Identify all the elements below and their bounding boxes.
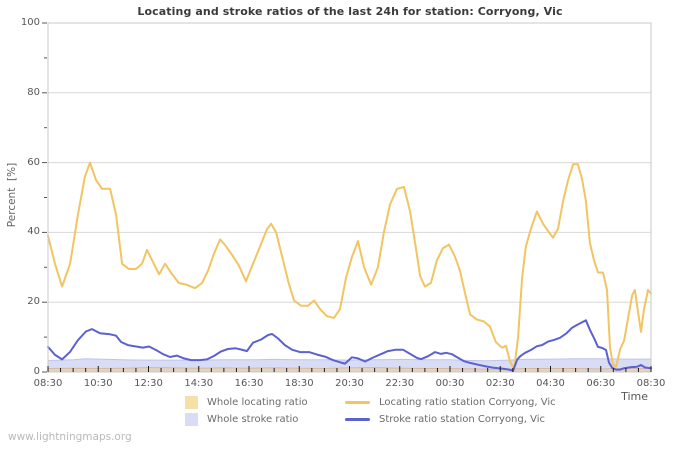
y-tick-label: 100 (20, 17, 40, 28)
y-tick-label: 60 (27, 156, 40, 168)
y-tick-label: 0 (33, 366, 40, 377)
x-tick-label: 12:30 (134, 378, 163, 389)
legend-label: Stroke ratio station Corryong, Vic (379, 413, 545, 425)
legend-item: Stroke ratio station Corryong, Vic (345, 414, 545, 425)
legend: Whole locating ratio Locating ratio stati… (185, 394, 556, 428)
x-tick-label: 16:30 (234, 378, 264, 389)
x-tick-label: 22:30 (385, 378, 415, 389)
watermark: www.lightningmaps.org (8, 431, 132, 443)
line-locating-ratio-station-corryong-vic (47, 161, 652, 371)
plot-border (47, 22, 652, 373)
legend-label: Whole locating ratio (207, 396, 308, 408)
chart-title: Locating and stroke ratios of the last 2… (137, 5, 563, 18)
x-tick-label: 02:30 (485, 378, 515, 389)
y-tick-label: 80 (27, 86, 40, 98)
legend-row: Whole stroke ratio Stroke ratio station C… (185, 411, 556, 427)
x-tick-label: 18:30 (284, 378, 314, 389)
legend-label: Locating ratio station Corryong, Vic (379, 396, 556, 408)
x-tick-label: 08:30 (33, 378, 63, 389)
x-tick-label: 06:30 (586, 378, 616, 389)
x-tick-label: 20:30 (335, 378, 364, 389)
x-tick-label: 04:30 (536, 378, 565, 389)
x-axis-label: Time (621, 390, 648, 403)
legend-line-swatch (345, 400, 370, 404)
legend-line-swatch (345, 417, 370, 421)
x-tick-label: 08:30 (636, 378, 666, 389)
x-tick-label: 14:30 (184, 378, 214, 389)
legend-item: Whole stroke ratio (185, 412, 345, 426)
legend-label: Whole stroke ratio (207, 413, 299, 425)
x-tick-label: 10:30 (83, 378, 113, 389)
legend-area-swatch (185, 412, 198, 426)
y-tick-label: 40 (27, 226, 40, 238)
y-tick-label: 20 (27, 296, 40, 308)
legend-item: Whole locating ratio (185, 395, 345, 409)
x-tick-label: 00:30 (435, 378, 465, 389)
line-stroke-ratio-station-corryong-vic (47, 319, 652, 372)
legend-item: Locating ratio station Corryong, Vic (345, 397, 556, 408)
legend-area-swatch (185, 395, 198, 409)
legend-row: Whole locating ratio Locating ratio stati… (185, 394, 556, 410)
